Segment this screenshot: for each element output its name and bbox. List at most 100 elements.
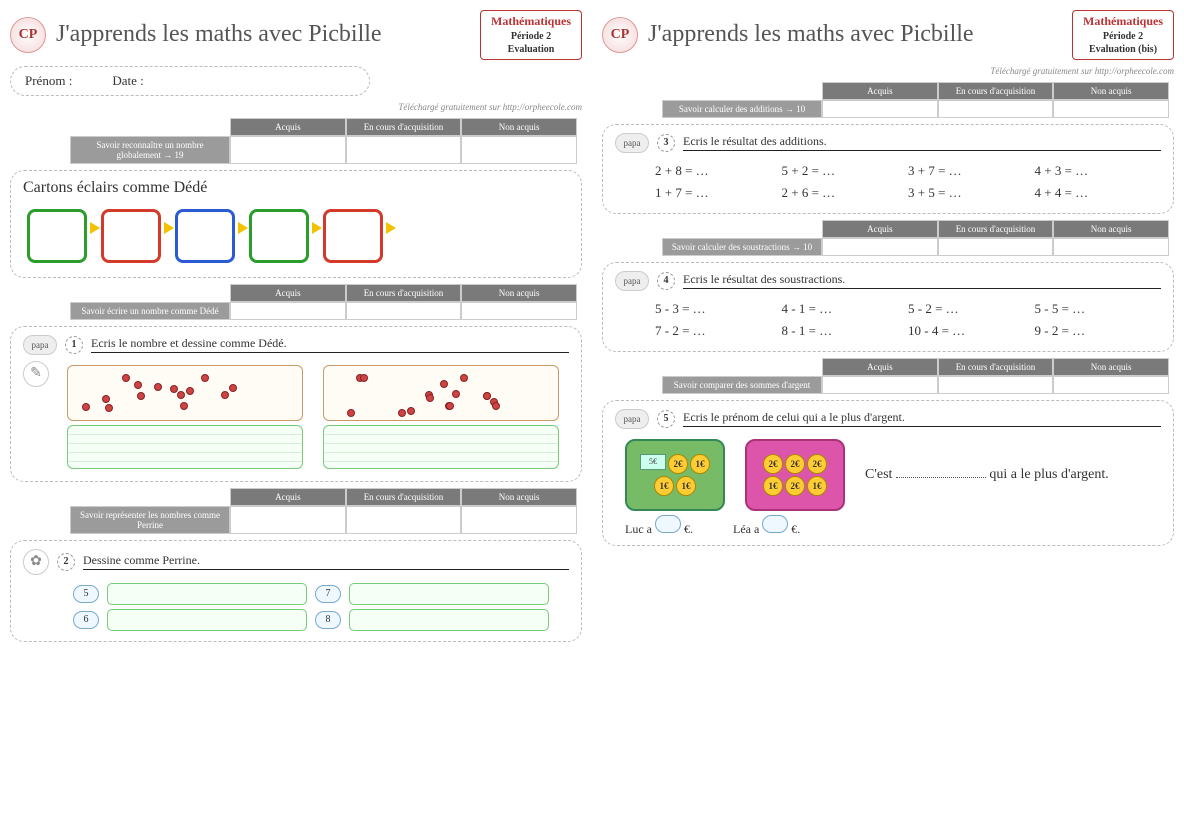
- eq: 7 - 2 = …: [655, 323, 762, 339]
- download-note: Téléchargé gratuitement sur http://orphe…: [602, 66, 1174, 76]
- perrine-num: 5: [73, 585, 99, 603]
- eq: 3 + 5 = …: [908, 185, 1015, 201]
- flower-icon: ✿: [23, 549, 49, 575]
- ex4-num: 4: [657, 272, 675, 290]
- ex5-num: 5: [657, 410, 675, 428]
- eq: 5 - 3 = …: [655, 301, 762, 317]
- eq: 4 + 4 = …: [1035, 185, 1142, 201]
- page-title: J'apprends les maths avec Picbille: [56, 21, 470, 48]
- flash-row: [23, 203, 569, 269]
- ex1-num: 1: [65, 336, 83, 354]
- page-title: J'apprends les maths avec Picbille: [648, 21, 1062, 48]
- answer-sentence: C'est qui a le plus d'argent.: [865, 467, 1109, 483]
- page-right: CP J'apprends les maths avec Picbille Ma…: [602, 10, 1174, 816]
- ex4-instr: Ecris le résultat des soustractions.: [683, 272, 1161, 289]
- name-date-box: Prénom : Date :: [10, 66, 370, 96]
- lea-label: Léa a: [733, 522, 759, 536]
- eq: 5 - 5 = …: [1035, 301, 1142, 317]
- perrine-num: 7: [315, 585, 341, 603]
- answer-area-1[interactable]: [67, 425, 303, 469]
- answer-area-2[interactable]: [323, 425, 559, 469]
- eq: 9 - 2 = …: [1035, 323, 1142, 339]
- papa-badge: papa: [615, 271, 649, 291]
- flash-card: [323, 209, 383, 263]
- ex5-instr: Ecris le prénom de celui qui a le plus d…: [683, 410, 1161, 427]
- dede-box-1: [67, 365, 303, 469]
- page-left: CP J'apprends les maths avec Picbille Ma…: [10, 10, 582, 816]
- rubric-cell: [461, 136, 577, 164]
- dots-area-1: [67, 365, 303, 421]
- rubric-h1: Acquis: [230, 118, 346, 136]
- eq: 5 + 2 = …: [782, 163, 889, 179]
- rubric1-label: Savoir reconnaître un nombre globalement…: [70, 136, 230, 164]
- section-ex3: papa 3 Ecris le résultat des additions. …: [602, 124, 1174, 214]
- eq: 10 - 4 = …: [908, 323, 1015, 339]
- flower-icon: ✎: [23, 361, 49, 387]
- perrine-num: 8: [315, 611, 341, 629]
- name-label: Prénom :: [25, 73, 72, 89]
- rubric-h3: Non acquis: [461, 118, 577, 136]
- rubric-r3-label: Savoir comparer des sommes d'argent: [662, 376, 822, 394]
- section-ex1: papa 1 Ecris le nombre et dessine comme …: [10, 326, 582, 482]
- dede-box-2: [323, 365, 559, 469]
- flash-card: [249, 209, 309, 263]
- section-ex2: ✿ 2 Dessine comme Perrine. 5 7 6 8: [10, 540, 582, 642]
- rubric3-label: Savoir représenter les nombres comme Per…: [70, 506, 230, 534]
- flash-card: [175, 209, 235, 263]
- date-label: Date :: [112, 73, 143, 89]
- ex1-instr: Ecris le nombre et dessine comme Dédé.: [91, 336, 569, 353]
- luc-amount[interactable]: [655, 515, 681, 533]
- eq: 1 + 7 = …: [655, 185, 762, 201]
- section-flash: Cartons éclairs comme Dédé: [10, 170, 582, 278]
- perrine-slot[interactable]: [349, 583, 549, 605]
- eq: 5 - 2 = …: [908, 301, 1015, 317]
- ex3-num: 3: [657, 134, 675, 152]
- perrine-slot[interactable]: [349, 609, 549, 631]
- rubric-h2: En cours d'acquisition: [346, 118, 462, 136]
- section-ex4: papa 4 Ecris le résultat des soustractio…: [602, 262, 1174, 352]
- subject-box: Mathématiques Période 2 Evaluation: [480, 10, 582, 60]
- rubric-2: Acquis En cours d'acquisition Non acquis…: [70, 284, 577, 320]
- lea-amount[interactable]: [762, 515, 788, 533]
- eq: 2 + 6 = …: [782, 185, 889, 201]
- dots-area-2: [323, 365, 559, 421]
- subject-line1: Mathématiques: [491, 14, 571, 30]
- rubric-r1-label: Savoir calculer des additions → 10: [662, 100, 822, 118]
- rubric-cell: [230, 136, 346, 164]
- perrine-slot[interactable]: [107, 583, 307, 605]
- download-note: Téléchargé gratuitement sur http://orphe…: [10, 102, 582, 112]
- papa-badge: papa: [615, 133, 649, 153]
- papa-badge: papa: [23, 335, 57, 355]
- rubric-r2: Acquis En cours d'acquisition Non acquis…: [662, 220, 1169, 256]
- ex2-instr: Dessine comme Perrine.: [83, 553, 569, 570]
- header-left: CP J'apprends les maths avec Picbille Ma…: [10, 10, 582, 60]
- ex3-instr: Ecris le résultat des additions.: [683, 134, 1161, 151]
- subject-box: Mathématiques Période 2 Evaluation (bis): [1072, 10, 1174, 60]
- section-ex5: papa 5 Ecris le prénom de celui qui a le…: [602, 400, 1174, 546]
- wallet-luc: 5€2€1€1€1€: [625, 439, 725, 511]
- eq: 8 - 1 = …: [782, 323, 889, 339]
- rubric-cell: [346, 136, 462, 164]
- ex2-num: 2: [57, 553, 75, 571]
- perrine-num: 6: [73, 611, 99, 629]
- eq: 4 + 3 = …: [1035, 163, 1142, 179]
- cp-badge: CP: [602, 17, 638, 53]
- wallet-lea: 2€2€2€1€2€1€: [745, 439, 845, 511]
- subtractions-grid: 5 - 3 = … 4 - 1 = … 5 - 2 = … 5 - 5 = … …: [615, 297, 1161, 343]
- perrine-slot[interactable]: [107, 609, 307, 631]
- subject-line3: Evaluation: [491, 43, 571, 56]
- eq: 4 - 1 = …: [782, 301, 889, 317]
- subject-line2: Période 2: [491, 30, 571, 43]
- rubric-3: Acquis En cours d'acquisition Non acquis…: [70, 488, 577, 534]
- papa-badge: papa: [615, 409, 649, 429]
- eq: 2 + 8 = …: [655, 163, 762, 179]
- rubric-r2-label: Savoir calculer des soustractions → 10: [662, 238, 822, 256]
- rubric-r1: Acquis En cours d'acquisition Non acquis…: [662, 82, 1169, 118]
- additions-grid: 2 + 8 = … 5 + 2 = … 3 + 7 = … 4 + 3 = … …: [615, 159, 1161, 205]
- flash-card: [27, 209, 87, 263]
- rubric-1: Acquis En cours d'acquisition Non acquis…: [70, 118, 577, 164]
- section1-title: Cartons éclairs comme Dédé: [23, 179, 569, 197]
- luc-label: Luc a: [625, 522, 652, 536]
- rubric2-label: Savoir écrire un nombre comme Dédé: [70, 302, 230, 320]
- eq: 3 + 7 = …: [908, 163, 1015, 179]
